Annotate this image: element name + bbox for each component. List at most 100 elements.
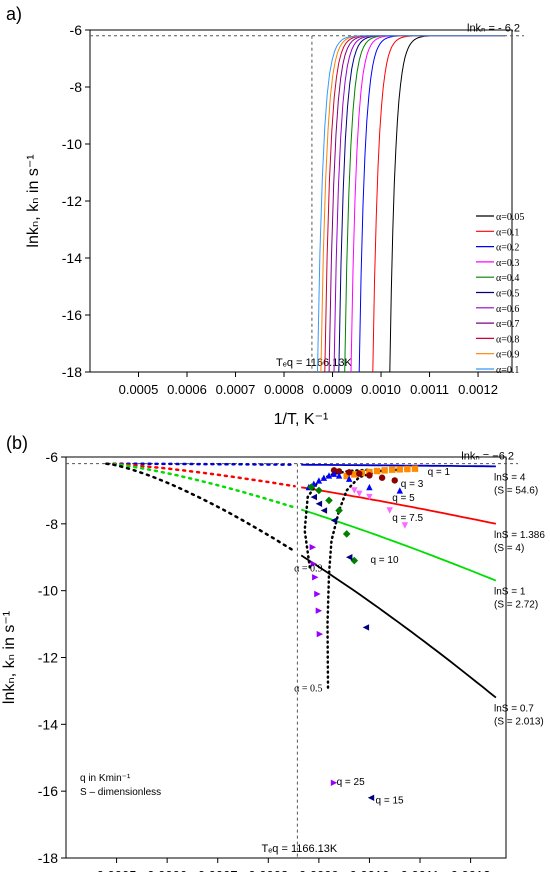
x-tick-label: 0.0009 [313, 382, 353, 397]
y-tick-label: -6 [46, 449, 59, 465]
data-point [309, 544, 316, 551]
x-tick-label: 0.0007 [216, 382, 256, 397]
data-point [330, 470, 338, 477]
data-point [330, 517, 338, 524]
data-point [325, 496, 333, 505]
y-tick-label: -8 [70, 79, 83, 95]
legend-entry: α=0.2 [496, 243, 519, 254]
data-point [320, 474, 328, 481]
x-tick-label: 0.0009 [299, 868, 339, 872]
data-point [320, 507, 328, 514]
series-line [389, 35, 505, 373]
x-tick-label: 0.0008 [264, 382, 304, 397]
teq-label: Tₑq = 1166.13K [262, 843, 338, 855]
data-point [362, 624, 370, 631]
legend-entry: α=0.5 [496, 289, 519, 300]
data-point [310, 493, 317, 501]
lnS-label: lnS = 1.386 [494, 530, 545, 541]
data-point [325, 472, 333, 479]
series-line [333, 35, 505, 373]
series-label: q = 7.5 [392, 513, 423, 524]
alpha-label: α = 0.5 [294, 684, 322, 695]
data-point [351, 471, 358, 478]
y-tick-label: -12 [38, 650, 58, 666]
data-point [310, 560, 317, 568]
y-tick-label: -8 [46, 516, 59, 532]
metastable-line [105, 462, 296, 553]
legend-entry: α=0.6 [496, 304, 519, 315]
data-point [346, 469, 353, 476]
data-point [307, 483, 316, 491]
plot-frame [89, 29, 513, 373]
x-tick-label: 0.0006 [147, 868, 187, 872]
legend-entry: α=0.1 [496, 227, 519, 238]
data-point [330, 467, 338, 474]
data-point [346, 554, 353, 561]
data-point [366, 493, 373, 501]
data-point [315, 486, 323, 495]
data-point [351, 487, 358, 494]
legend-entry: α=0.9 [496, 350, 519, 361]
legend-entry: α=0.05 [496, 212, 524, 223]
alpha-label: α = 0.9 [294, 563, 322, 574]
series-line [338, 35, 505, 373]
data-point [312, 574, 319, 581]
x-tick-label: 0.0006 [167, 382, 207, 397]
x-tick-label: 0.0005 [119, 382, 159, 397]
y-tick-label: -16 [62, 307, 82, 323]
data-point [367, 794, 375, 801]
data-point [411, 465, 419, 472]
y-axis-label: lnkₙ, kₙ in s⁻¹ [25, 154, 42, 247]
asymptote-label: lnkₙ = −6.2 [461, 451, 514, 463]
legend-entry: α=0.3 [496, 258, 519, 269]
note-text: q in Kmin⁻¹ [80, 773, 131, 784]
x-tick-label: 0.0010 [350, 868, 390, 872]
panel-b-label: (b) [6, 433, 28, 453]
legend-entry: α=0.1 [496, 365, 519, 376]
lnS-line [301, 486, 497, 525]
data-point [316, 630, 324, 638]
lnS-label: lnS = 0.7 [494, 704, 534, 715]
panel-b: 0.0005 0.0006 0.0007 0.0008 0.0009 0.0010 0.00… [1, 449, 545, 872]
data-point [373, 467, 381, 475]
panel-a-label: a) [6, 4, 22, 24]
S-label: (S = 2.013) [494, 717, 544, 728]
y-tick-label: -10 [62, 136, 82, 152]
series-label: q = 5 [392, 493, 415, 504]
y-tick-label: -12 [62, 193, 82, 209]
data-point [396, 487, 403, 494]
data-point [366, 468, 373, 476]
data-point [366, 472, 373, 479]
data-point [396, 466, 403, 473]
x-tick-label: 0.0007 [198, 868, 238, 872]
lnS-label: lnS = 1 [494, 587, 526, 598]
series-line [344, 35, 505, 373]
lnS-label: lnS = 4 [494, 472, 526, 483]
series-label: q = 1 [428, 467, 451, 478]
data-point [378, 474, 386, 481]
x-tick-label: 0.0012 [458, 382, 498, 397]
S-label: (S = 54.6) [494, 485, 538, 496]
series-label: q = 25 [337, 777, 366, 788]
S-label: (S = 2.72) [494, 600, 538, 611]
lnS-line [301, 463, 496, 468]
legend-entry: α=0.4 [496, 273, 519, 284]
data-point [386, 507, 393, 514]
data-point [366, 483, 373, 491]
y-tick-label: -14 [38, 716, 58, 732]
series-line [317, 35, 505, 373]
y-tick-label: -14 [62, 250, 82, 266]
data-point [389, 466, 396, 473]
asymptote-label: lnkₙ = - 6.2 [467, 23, 520, 35]
x-tick-label: 0.0005 [97, 868, 137, 872]
series-label: q = 3 [401, 479, 424, 490]
data-point [330, 779, 338, 786]
x-tick-label: 0.0010 [361, 382, 401, 397]
data-point [342, 530, 351, 538]
x-axis-label: 1/T, K⁻¹ [274, 411, 329, 428]
series-line [372, 35, 505, 373]
y-tick-label: -18 [38, 850, 58, 866]
series-label: q = 10 [370, 555, 399, 566]
y-tick-label: -6 [70, 22, 83, 38]
data-point [346, 475, 353, 482]
